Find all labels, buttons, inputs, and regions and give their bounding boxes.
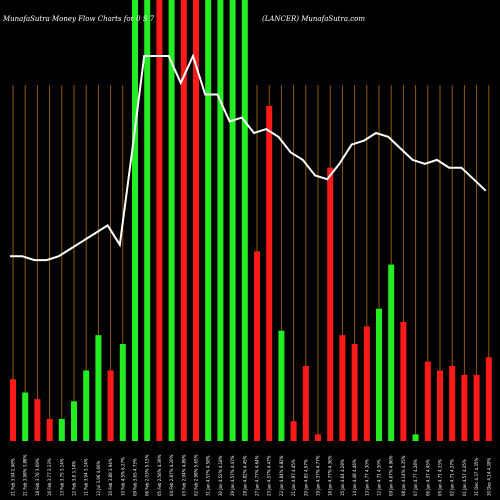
x-tick-label: 19 Jan 4.37% 4.77%	[316, 455, 321, 496]
bars	[10, 0, 492, 441]
header-left: MunafaSutra Money Flow Charts for 0 S 7	[2, 15, 155, 23]
bar-up	[388, 264, 395, 441]
x-tick-label: 10 Feb 4.5% 6.27%	[120, 457, 125, 496]
x-tick-label: 02 Jan 4.71 4.37%	[450, 459, 455, 496]
bar-up	[71, 401, 77, 441]
bar-down	[473, 374, 480, 441]
header-right: (LANCER) MunafaSutra.com	[262, 15, 365, 23]
x-tick-label: 14 Jan 4.48 4.46%	[352, 459, 357, 496]
bar-up	[168, 0, 175, 441]
bar-up	[205, 0, 212, 441]
bar-down	[10, 379, 16, 441]
bar-down	[351, 343, 358, 441]
x-tick-label: 16 Jan 4.77% 4.36%	[328, 455, 333, 496]
x-tick-label: 05 Jan 4.71 4.33%	[438, 459, 443, 496]
x-tick-label: 03 Feb 2.94% 4.89%	[181, 454, 186, 496]
x-tick-label: 06 Jan 4.37 4.45%	[425, 459, 430, 496]
bar-down	[339, 335, 346, 441]
x-tick-label: 01 Jan 4.57 4.35%	[462, 459, 467, 496]
x-tick-label: 31 Jan 4.57% 4.58%	[206, 455, 211, 496]
bar-down	[290, 421, 297, 441]
bar-up	[83, 370, 90, 441]
x-tick-label: 04 Feb 2.87% 4.20%	[169, 454, 174, 496]
x-tick-label: 12 Feb 3.8 3.14%	[72, 461, 77, 496]
bar-up	[278, 330, 285, 441]
money-flow-line	[10, 53, 487, 262]
bar-down	[193, 0, 199, 441]
bar-down	[424, 361, 431, 441]
x-tick-label: 12 Jul 3.96 4.60%	[96, 460, 101, 496]
bar-up	[229, 0, 236, 441]
x-axis-ticks: 21 Feb 3.94 2.98% 21 Feb 3.98% 3.88% 18 Fe…	[11, 454, 492, 496]
x-tick-label: 30 Jan 4.52% 4.18%	[218, 455, 223, 496]
x-tick-label: 08 Jan 4.14% 4.35%	[401, 455, 406, 496]
x-tick-label: 12 Jan 4.71 4.30%	[377, 459, 382, 496]
x-tick-label: 09 Jan 4.67% 4.96%	[389, 455, 394, 496]
bar-down	[302, 366, 309, 441]
x-tick-label: 30 Dec 4.14 4.39%	[486, 458, 491, 496]
x-tick-label: 10 Feb 3.88 3.94%	[108, 458, 113, 496]
x-tick-label: 20 Jan 4.83 4.57%	[303, 459, 308, 496]
bar-down	[363, 326, 370, 441]
bar-down	[327, 167, 334, 441]
x-tick-label: 22 Jan 4.84% 4.82%	[279, 455, 284, 496]
bar-down	[46, 418, 53, 441]
x-tick-label: 28 Jan 4.82% 4.45%	[242, 455, 247, 496]
x-tick-label: 27 Jan 4.77% 4.64%	[255, 455, 260, 496]
x-tick-label: 18 Feb 3.76 3.09%	[35, 458, 40, 496]
bar-down	[180, 0, 187, 441]
x-tick-label: 23 Jan 4.57% 4.47%	[267, 455, 272, 496]
x-tick-label: 15 Jan 4.64 4.28%	[340, 459, 345, 496]
bar-down	[254, 251, 260, 441]
bar-down	[461, 374, 468, 441]
bar-up	[376, 308, 382, 441]
bar-down	[449, 366, 456, 441]
x-tick-label: 05 Feb 2.56% 4.39%	[157, 454, 162, 496]
bar-up	[412, 434, 419, 441]
bar-down	[315, 434, 321, 441]
x-tick-label: 09 Feb 3.65 4.73%	[133, 458, 138, 496]
bar-up	[22, 392, 29, 441]
x-tick-label: 07 Jan 4.77 4.28%	[413, 459, 418, 496]
x-tick-label: 13 Feb 3.75 3.14%	[59, 458, 64, 496]
bar-down	[156, 0, 163, 441]
bar-down	[266, 105, 273, 441]
x-tick-label: 16 Feb 3.77 3.13%	[47, 458, 52, 496]
bar-down	[437, 370, 443, 441]
x-tick-label: 29 Jan 4.57% 4.47%	[230, 455, 235, 496]
bar-down	[107, 370, 114, 441]
bar-up	[95, 335, 102, 441]
x-tick-label: 02 Feb 2.98% 5.65%	[194, 454, 199, 496]
bar-up	[217, 0, 224, 441]
x-tick-label: 21 Feb 3.98% 3.88%	[23, 454, 28, 496]
x-tick-label: 21 Feb 3.94 2.98%	[11, 458, 16, 496]
bar-up	[58, 418, 65, 441]
bar-down	[400, 321, 407, 441]
x-tick-label: 06 Feb 2.03% 5.15%	[145, 454, 150, 496]
bar-down	[34, 399, 41, 441]
x-tick-label: 21 Jan 4.97 4.45%	[291, 459, 296, 496]
x-tick-label: 11 Feb 3.94 3.14%	[84, 458, 89, 496]
bar-up	[144, 0, 151, 441]
bar-up	[132, 0, 138, 441]
x-tick-label: 31 Dec 4.37 4.35%	[474, 458, 479, 496]
bar-up	[241, 0, 248, 441]
x-tick-label: 13 Jan 4.77 4.30%	[364, 459, 369, 496]
bar-down	[485, 357, 492, 441]
bar-up	[119, 343, 126, 441]
